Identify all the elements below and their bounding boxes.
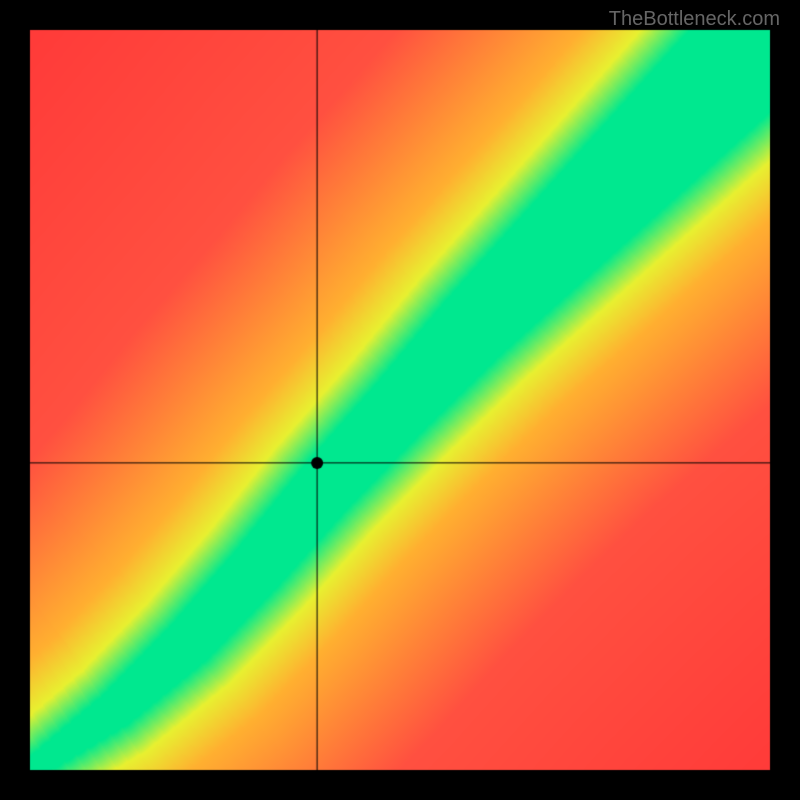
- bottleneck-heatmap: [0, 0, 800, 800]
- watermark-text: TheBottleneck.com: [609, 8, 780, 31]
- chart-container: TheBottleneck.com: [0, 0, 800, 800]
